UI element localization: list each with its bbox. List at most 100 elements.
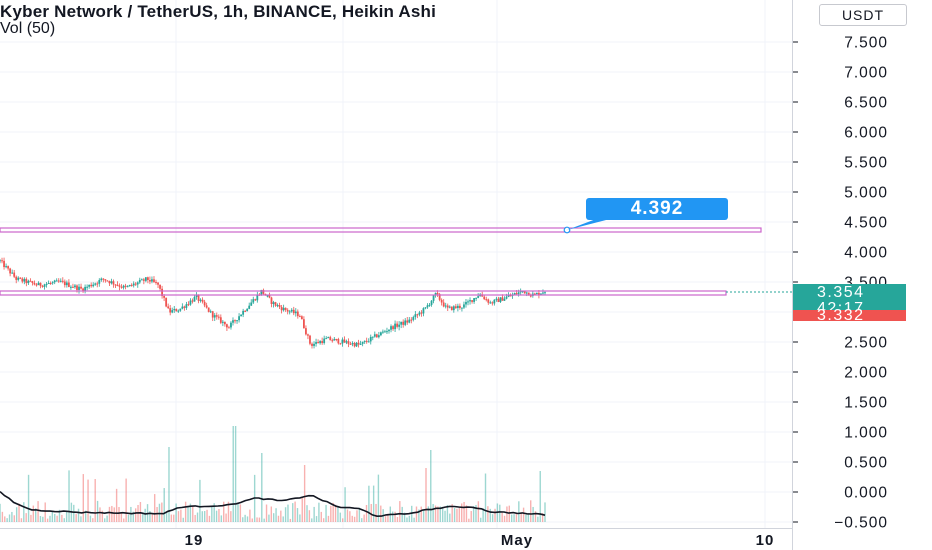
- candle: [27, 279, 30, 285]
- candle: [153, 276, 155, 284]
- grid-lines: [0, 0, 792, 528]
- candle: [371, 336, 374, 341]
- volume-bar: [294, 501, 296, 522]
- volume-bar: [237, 502, 239, 522]
- volume-bar: [177, 511, 180, 522]
- candle: [149, 276, 151, 285]
- candle: [157, 282, 159, 288]
- candle: [132, 281, 135, 288]
- volume-bar: [15, 507, 18, 522]
- volume-bar: [170, 514, 173, 522]
- volume-bar: [287, 504, 289, 522]
- volume-bar: [246, 516, 249, 522]
- candle: [169, 304, 172, 316]
- volume-bar: [349, 511, 351, 522]
- candle: [542, 289, 544, 296]
- candle: [254, 298, 257, 302]
- volume-bar: [4, 516, 6, 522]
- volume-bar: [134, 508, 137, 522]
- candle: [315, 338, 317, 347]
- volume-bar: [372, 485, 375, 522]
- volume-bar: [501, 512, 503, 522]
- volume-bar: [242, 517, 244, 522]
- candle: [473, 297, 475, 304]
- candle: [489, 300, 492, 304]
- price-scale[interactable]: 7.500 7.000 6.500 6.000 5.500 5.000 4.500 4.000…: [793, 35, 888, 532]
- symbol-title[interactable]: Kyber Network / TetherUS, 1h, BINANCE, H…: [0, 2, 437, 21]
- horizontal-line-4392[interactable]: [0, 219, 762, 234]
- candle: [92, 282, 95, 288]
- candle: [311, 342, 313, 349]
- volume-bar: [139, 501, 142, 522]
- candle: [7, 265, 10, 271]
- volume-indicator-label[interactable]: Vol (50): [0, 20, 56, 37]
- candle: [230, 321, 232, 330]
- price-tick-label: 0.000: [844, 485, 888, 502]
- candle: [379, 331, 382, 337]
- candle: [21, 277, 24, 284]
- price-callout-label[interactable]: 4.392: [586, 198, 728, 220]
- candle: [197, 294, 200, 304]
- volume-bar: [37, 501, 39, 522]
- volume-bar: [206, 509, 208, 522]
- volume-bar: [458, 507, 461, 522]
- candle: [207, 307, 210, 313]
- candle: [138, 277, 141, 284]
- candle: [396, 321, 399, 329]
- volume-bar: [49, 515, 51, 522]
- candle: [0, 259, 1, 264]
- prev-close-value: 3.332: [817, 307, 865, 324]
- candle: [250, 299, 253, 306]
- volume-bar: [173, 514, 175, 522]
- volume-bar: [311, 518, 313, 522]
- currency-unit-button[interactable]: USDT: [819, 4, 907, 26]
- candle: [319, 340, 322, 345]
- candle: [325, 336, 328, 340]
- volume-bar: [42, 516, 44, 522]
- volume-bar: [230, 511, 232, 522]
- candle: [100, 277, 103, 282]
- time-scale[interactable]: 19 May 10: [185, 532, 775, 549]
- volume-bar: [163, 488, 165, 522]
- volume-bar: [539, 471, 541, 522]
- volume-bar: [256, 517, 258, 522]
- volume-bar: [339, 512, 342, 522]
- prev-close-badge: 3.332: [793, 307, 906, 324]
- candle: [165, 297, 168, 308]
- volume-bar: [513, 514, 515, 522]
- volume-bar: [258, 517, 261, 522]
- volume-bar: [313, 506, 315, 522]
- volume-bar: [465, 505, 468, 522]
- volume-bar: [77, 508, 80, 522]
- volume-bar: [342, 518, 344, 522]
- candle: [274, 301, 277, 307]
- candle: [519, 288, 522, 296]
- candle: [333, 337, 336, 341]
- volume-bar: [101, 510, 104, 522]
- candle: [440, 298, 443, 306]
- candle: [276, 303, 279, 308]
- volume-bar: [282, 516, 284, 522]
- volume-bar: [318, 502, 320, 522]
- candle: [13, 269, 16, 279]
- volume-bar: [403, 512, 406, 522]
- candle: [511, 292, 514, 299]
- candle: [1, 257, 3, 264]
- candle: [228, 325, 230, 329]
- candle: [67, 279, 70, 288]
- candle: [394, 320, 396, 333]
- candle: [223, 321, 226, 327]
- volume-bar: [396, 517, 399, 522]
- candle: [108, 280, 111, 287]
- volume-bar: [468, 518, 470, 522]
- candle: [232, 317, 234, 326]
- volume-bar: [220, 515, 223, 522]
- candle: [55, 278, 58, 282]
- horizontal-line-3354[interactable]: [0, 290, 793, 296]
- volume-bar: [406, 517, 408, 522]
- time-tick-label: May: [501, 532, 533, 549]
- candle: [290, 308, 293, 313]
- candle: [341, 337, 344, 347]
- volume-bar: [180, 509, 182, 522]
